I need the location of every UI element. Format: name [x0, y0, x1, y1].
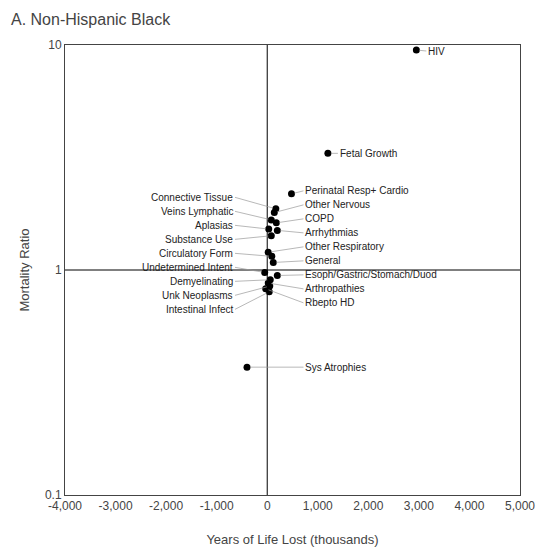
svg-text:Sys Atrophies: Sys Atrophies [305, 362, 366, 373]
svg-text:Arthropathies: Arthropathies [305, 283, 364, 294]
svg-text:Perinatal Resp+ Cardio: Perinatal Resp+ Cardio [305, 185, 409, 196]
svg-text:Rbepto HD: Rbepto HD [305, 297, 354, 308]
svg-text:1,000: 1,000 [303, 499, 333, 513]
svg-text:Fetal Growth: Fetal Growth [340, 148, 397, 159]
svg-text:Other Respiratory: Other Respiratory [305, 241, 384, 252]
svg-text:Undetermined Intent: Undetermined Intent [142, 262, 233, 273]
svg-text:1: 1 [55, 263, 62, 277]
svg-text:-1,000: -1,000 [200, 499, 234, 513]
svg-text:Arrhythmias: Arrhythmias [305, 227, 358, 238]
svg-text:-3,000: -3,000 [99, 499, 133, 513]
svg-text:Circulatory Form: Circulatory Form [159, 248, 233, 259]
svg-text:Intestinal Infect: Intestinal Infect [166, 304, 233, 315]
svg-text:Mortality Ratio: Mortality Ratio [17, 228, 32, 311]
svg-text:Demyelinating: Demyelinating [170, 276, 233, 287]
svg-text:3,000: 3,000 [404, 499, 434, 513]
svg-text:Veins Lymphatic: Veins Lymphatic [161, 206, 233, 217]
svg-text:-4,000: -4,000 [48, 499, 82, 513]
svg-text:Unk Neoplasms: Unk Neoplasms [162, 290, 233, 301]
svg-text:Years of Life Lost (thousands): Years of Life Lost (thousands) [206, 532, 378, 547]
svg-text:0: 0 [264, 499, 271, 513]
svg-text:10: 10 [48, 38, 62, 52]
svg-text:COPD: COPD [305, 213, 334, 224]
svg-text:HIV: HIV [428, 46, 445, 57]
svg-text:0.1: 0.1 [45, 488, 62, 502]
svg-text:Aplasias: Aplasias [195, 220, 233, 231]
svg-text:-2,000: -2,000 [149, 499, 183, 513]
svg-text:Other Nervous: Other Nervous [305, 199, 370, 210]
svg-text:Esoph/Gastric/Stomach/Duod: Esoph/Gastric/Stomach/Duod [305, 269, 437, 280]
svg-text:4,000: 4,000 [454, 499, 484, 513]
svg-text:5,000: 5,000 [505, 499, 535, 513]
svg-text:Connective Tissue: Connective Tissue [151, 192, 233, 203]
svg-text:Substance Use: Substance Use [165, 234, 233, 245]
svg-text:General: General [305, 255, 341, 266]
svg-text:2,000: 2,000 [353, 499, 383, 513]
svg-text:A. Non-Hispanic Black: A. Non-Hispanic Black [11, 11, 171, 28]
